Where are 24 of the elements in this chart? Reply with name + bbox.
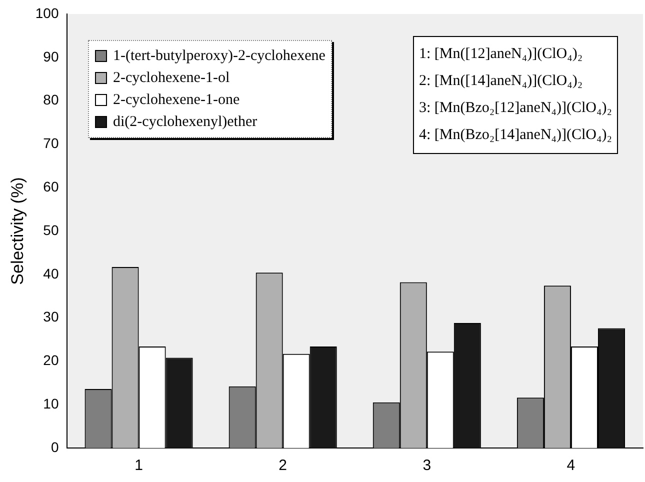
y-tick-label: 10 bbox=[43, 395, 59, 412]
x-tick-label: 1 bbox=[134, 457, 143, 474]
annotation: 1: [Mn([12]aneN₄)](ClO₄)₂ bbox=[419, 45, 584, 64]
y-tick-label: 100 bbox=[35, 4, 59, 21]
annotation: 2: [Mn([14]aneN₄)](ClO₄)₂ bbox=[419, 72, 584, 91]
y-tick-label: 50 bbox=[43, 222, 59, 238]
x-tick-label: 2 bbox=[278, 457, 288, 474]
annotation: 4: [Mn(Bzo₂[14]aneN₄)](ClO₄)₂ bbox=[419, 126, 612, 145]
y-tick-label: 20 bbox=[43, 352, 59, 368]
legend-label: 2-cyclohexene-1-one bbox=[112, 90, 241, 110]
y-tick-label: 40 bbox=[43, 265, 59, 282]
y-tick-label: 90 bbox=[43, 48, 59, 64]
y-tick-label: 30 bbox=[43, 308, 59, 325]
y-tick-label: 80 bbox=[43, 92, 59, 108]
legend-label: 2-cyclohexene-1-ol bbox=[112, 68, 231, 88]
y-tick-label: 70 bbox=[43, 135, 59, 152]
legend-label: 1-(tert-butylperoxy)-2-cyclohexene bbox=[112, 46, 326, 66]
y-tick-label: 60 bbox=[43, 178, 59, 194]
legend-label: di(2-cyclohexenyl)ether bbox=[112, 112, 258, 132]
x-tick-label: 4 bbox=[566, 457, 576, 474]
x-tick-label: 3 bbox=[422, 457, 432, 474]
y-axis-title: Selectivity (%) bbox=[8, 177, 27, 285]
annotation: 3: [Mn(Bzo₂[12]aneN₄)](ClO₄)₂ bbox=[419, 99, 612, 118]
y-tick-label: 0 bbox=[50, 438, 59, 455]
